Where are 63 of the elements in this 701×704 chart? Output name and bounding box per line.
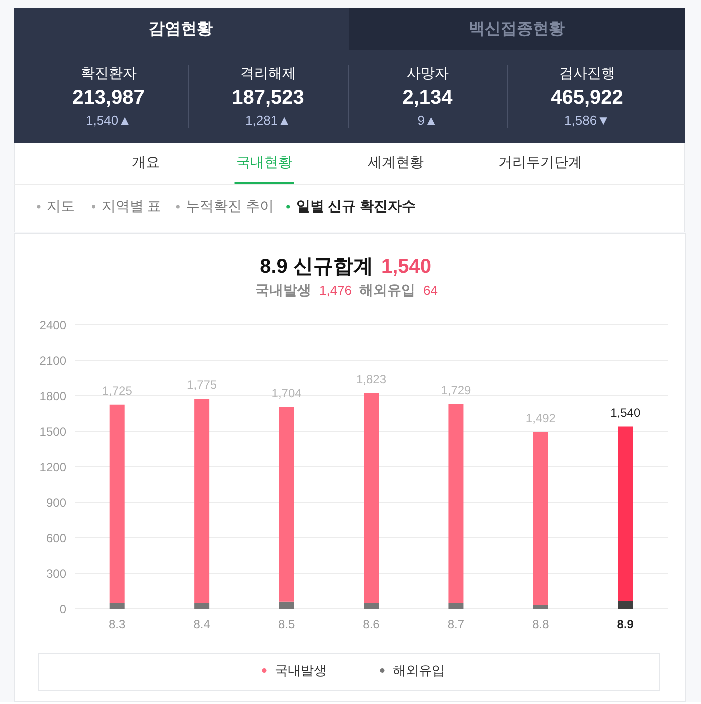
total-label: 1,775 <box>187 378 218 392</box>
legend-label: 해외유입 <box>393 662 445 678</box>
text: 일별 신규 확진자수 <box>296 198 416 214</box>
y-tick-label: 0 <box>60 602 67 616</box>
legend-label: 국내발생 <box>275 662 327 678</box>
text: 213,987 <box>72 87 145 109</box>
y-tick-label: 2400 <box>40 318 67 332</box>
bar <box>194 398 210 604</box>
total-label: 1,540 <box>610 406 641 420</box>
text: 감염현황 <box>149 21 213 38</box>
text: 국내현황 <box>236 154 293 170</box>
bar <box>279 602 294 609</box>
text: 1,540▲ <box>86 113 132 128</box>
text: 지역별 표 <box>102 198 162 214</box>
bar <box>533 432 548 606</box>
category-label: 사망자 <box>406 65 449 81</box>
text: 거리두기단계 <box>498 154 582 170</box>
y-tick-label: 1200 <box>40 460 67 474</box>
total-label: 1,725 <box>102 384 133 398</box>
x-tick-label: 8.6 <box>363 618 380 632</box>
bar <box>364 393 379 604</box>
x-tick-label: 8.9 <box>617 618 634 632</box>
y-tick-label: 1800 <box>40 390 67 404</box>
text: 2,134 <box>402 87 454 109</box>
bar <box>364 603 379 609</box>
bar <box>279 407 294 602</box>
total-label: 1,704 <box>272 386 302 400</box>
bar <box>618 601 634 609</box>
y-tick-label: 300 <box>46 567 67 581</box>
total-label: 1,823 <box>356 372 387 386</box>
x-tick-label: 8.8 <box>532 618 550 632</box>
y-tick-label: 600 <box>46 532 67 546</box>
text: 187,523 <box>232 87 304 109</box>
y-tick-label: 900 <box>46 496 67 510</box>
category-label: 확진환자 <box>80 65 137 81</box>
total-label: 1,729 <box>441 383 472 398</box>
bar <box>448 404 464 604</box>
x-tick-label: 8.3 <box>109 618 126 632</box>
x-tick-label: 8.4 <box>194 618 211 632</box>
text: 개요 <box>132 154 160 170</box>
x-tick-label: 8.7 <box>448 618 465 632</box>
category-label: 격리해제 <box>240 65 296 81</box>
y-tick-label: 2100 <box>40 354 67 368</box>
bar <box>448 603 464 609</box>
chart-title: 8.9 신규합계 1,540 <box>260 256 432 278</box>
bar <box>110 404 125 604</box>
text: 지도 <box>47 198 75 214</box>
text: 누적확진 추이 <box>186 198 274 214</box>
text: 465,922 <box>551 87 624 109</box>
bar <box>533 605 548 609</box>
text: 세계현황 <box>368 154 424 170</box>
text: 백신접종현황 <box>469 21 565 38</box>
x-tick-label: 8.5 <box>278 618 296 632</box>
text: 1,281▲ <box>246 113 291 128</box>
total-label: 1,492 <box>526 411 556 426</box>
bar <box>110 603 125 609</box>
category-label: 검사진행 <box>559 65 616 81</box>
y-tick-label: 1500 <box>40 425 67 439</box>
bar <box>194 603 210 609</box>
text: 9▲ <box>418 113 438 128</box>
bar <box>618 426 634 602</box>
chart-subtitle: 국내발생 1,476 해외유입 64 <box>256 282 438 298</box>
text: 1,586▼ <box>564 113 610 128</box>
